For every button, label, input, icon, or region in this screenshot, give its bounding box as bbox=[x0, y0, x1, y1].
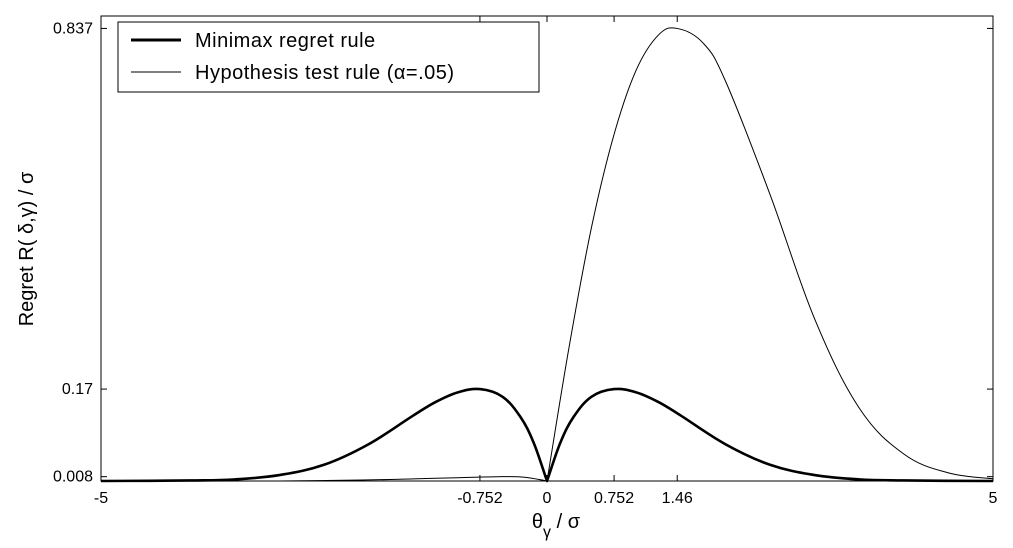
legend-box bbox=[117, 21, 540, 93]
legend-label-hypothesis: Hypothesis test rule (α=.05) bbox=[195, 62, 455, 84]
y-tick-label-0: 0.008 bbox=[53, 469, 93, 486]
x-tick-label-4: 1.46 bbox=[662, 490, 693, 507]
x-axis-label-theta: θ bbox=[532, 511, 543, 533]
y-axis-label: Regret R( δ,γ) / σ bbox=[16, 171, 38, 326]
x-tick-label-3: 0.752 bbox=[594, 490, 634, 507]
series-line-hypothesis bbox=[100, 27, 994, 482]
x-tick-label-5: 5 bbox=[989, 490, 998, 507]
series-line-minimax bbox=[100, 387, 994, 483]
legend: Minimax regret rule Hypothesis test rule… bbox=[117, 21, 540, 93]
x-tick-label-1: -0.752 bbox=[457, 490, 502, 507]
legend-label-minimax: Minimax regret rule bbox=[195, 30, 376, 52]
x-axis-label-tail: / σ bbox=[551, 511, 581, 533]
y-tick-label-1: 0.17 bbox=[62, 381, 93, 398]
ticks-layer: -5 -0.752 0 0.752 1.46 5 0.008 0.17 0.837 bbox=[53, 16, 998, 507]
x-axis-label: θγ / σ bbox=[532, 511, 581, 541]
x-tick-label-0: -5 bbox=[94, 490, 108, 507]
series-layer bbox=[100, 27, 994, 483]
x-tick-label-2: 0 bbox=[543, 490, 552, 507]
x-axis-label-subscript: γ bbox=[543, 524, 551, 541]
y-tick-label-2: 0.837 bbox=[53, 20, 93, 37]
